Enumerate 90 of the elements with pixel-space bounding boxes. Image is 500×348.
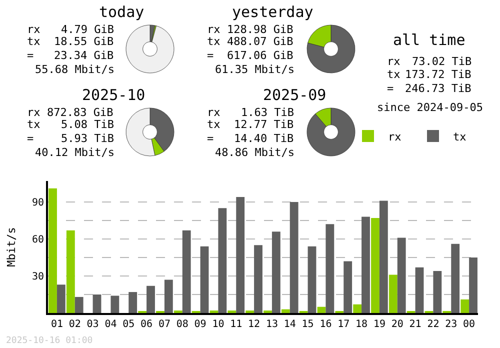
bar xyxy=(317,306,326,313)
x-tick-label: 22 xyxy=(427,319,440,330)
text: all time xyxy=(393,31,466,49)
x-tick-label: 20 xyxy=(391,319,404,330)
x-tick-label: 15 xyxy=(302,319,314,330)
donut-slice xyxy=(306,108,356,156)
x-tick-label: 12 xyxy=(248,319,260,330)
text: rx 872.83 GiB xyxy=(27,106,114,119)
y-tick-label: 90 xyxy=(32,197,44,208)
donut-slice xyxy=(126,24,174,74)
x-tick-label: 01 xyxy=(50,319,63,330)
bar xyxy=(290,202,298,313)
legend-label: tx xyxy=(453,130,467,144)
x-tick-label: 13 xyxy=(266,319,278,330)
bar xyxy=(308,246,316,313)
bar xyxy=(218,208,227,313)
text: rx 73.02 TiB xyxy=(387,55,472,68)
x-tick-label: 03 xyxy=(86,319,99,330)
bar xyxy=(433,271,442,313)
text: tx 173.72 TiB xyxy=(387,68,472,81)
x-tick-label: 18 xyxy=(356,319,368,330)
bar xyxy=(469,257,478,313)
bar xyxy=(460,299,470,313)
y-tick-label: 30 xyxy=(32,271,44,282)
bar xyxy=(236,197,245,313)
bar xyxy=(74,296,84,313)
text: = 5.93 TiB xyxy=(27,132,114,145)
text: since 2024-09-05 xyxy=(377,101,483,114)
x-tick-label: 05 xyxy=(122,319,135,330)
text: tx 18.55 GiB xyxy=(27,35,114,48)
x-tick-label: 02 xyxy=(68,319,81,330)
bar xyxy=(164,280,173,313)
bar xyxy=(371,218,380,313)
text: 40.12 Mbit/s xyxy=(35,146,114,159)
bar xyxy=(182,230,191,313)
x-tick-label: 10 xyxy=(212,319,224,330)
x-tick-label: 21 xyxy=(409,319,422,330)
text: rx 1.63 TiB xyxy=(207,106,294,119)
x-tick-label: 00 xyxy=(463,319,476,330)
bar xyxy=(344,261,352,313)
y-tick-label: 60 xyxy=(32,234,44,246)
bar xyxy=(326,224,334,313)
text: rx 4.79 GiB xyxy=(27,23,114,36)
text: tx 488.07 GiB xyxy=(207,35,294,48)
donut-slice xyxy=(306,24,356,74)
legend-label: rx xyxy=(388,130,402,144)
x-tick-label: 19 xyxy=(373,319,386,330)
bar xyxy=(66,230,75,313)
bar xyxy=(110,296,120,313)
text: 48.86 Mbit/s xyxy=(215,146,294,159)
bar xyxy=(397,238,406,313)
bar xyxy=(146,286,155,313)
x-tick-label: 11 xyxy=(230,319,242,330)
bar xyxy=(92,294,102,313)
text: = 246.73 TiB xyxy=(387,82,472,95)
chart-title: today xyxy=(99,3,144,21)
x-tick-label: 23 xyxy=(445,319,458,330)
bar xyxy=(272,232,280,313)
bar xyxy=(388,274,398,313)
bar xyxy=(48,188,57,313)
x-tick-label: 06 xyxy=(140,319,153,330)
chart-title: 2025-10 xyxy=(82,86,146,104)
text: rx 128.98 GiB xyxy=(207,23,294,36)
text: = 617.06 GiB xyxy=(207,49,294,62)
bar xyxy=(379,200,388,313)
bar xyxy=(353,304,362,313)
bar xyxy=(254,245,262,313)
text: tx 5.08 TiB xyxy=(27,118,114,131)
bar xyxy=(200,246,209,313)
chart-title: 2025-09 xyxy=(263,86,326,104)
text: 55.68 Mbit/s xyxy=(35,63,114,76)
text: = 14.40 TiB xyxy=(207,132,294,145)
x-tick-label: 07 xyxy=(158,319,170,330)
bar xyxy=(56,284,66,313)
y-axis-title: Mbit/s xyxy=(5,227,18,267)
bar xyxy=(281,309,290,313)
bar xyxy=(451,244,460,313)
x-tick-label: 17 xyxy=(338,319,350,330)
x-tick-label: 04 xyxy=(104,319,117,330)
bar xyxy=(362,216,370,313)
chart-title: yesterday xyxy=(232,3,314,21)
bar xyxy=(128,292,138,313)
text: 61.35 Mbit/s xyxy=(215,63,294,76)
text: = 23.34 GiB xyxy=(27,49,114,62)
bar xyxy=(415,267,424,313)
x-tick-label: 14 xyxy=(284,319,296,330)
x-tick-label: 16 xyxy=(320,319,332,330)
x-tick-label: 08 xyxy=(176,319,188,330)
x-tick-label: 09 xyxy=(194,319,206,330)
text: tx 12.77 TiB xyxy=(207,118,294,131)
